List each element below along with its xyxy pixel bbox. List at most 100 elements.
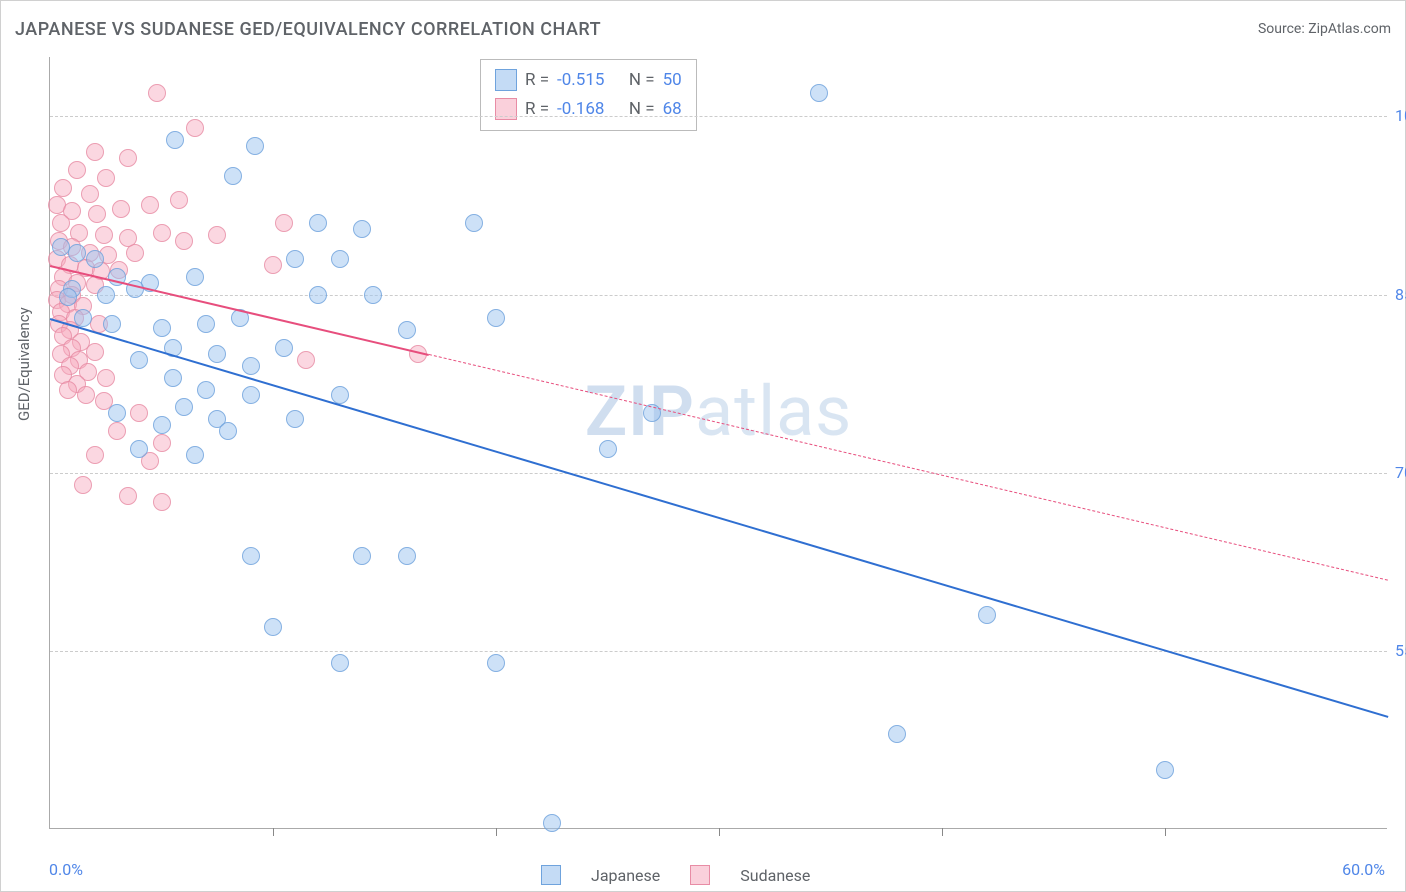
data-point-japanese xyxy=(599,440,617,458)
data-point-japanese xyxy=(197,315,215,333)
watermark-bold: ZIP xyxy=(585,371,695,453)
swatch-japanese xyxy=(541,865,561,885)
chart-title: JAPANESE VS SUDANESE GED/EQUIVALENCY COR… xyxy=(15,19,601,40)
data-point-sudanese xyxy=(77,386,95,404)
gridline-h xyxy=(50,651,1387,652)
data-point-sudanese xyxy=(208,226,226,244)
data-point-japanese xyxy=(86,250,104,268)
data-point-japanese xyxy=(166,131,184,149)
x-tick xyxy=(273,828,274,836)
data-point-sudanese xyxy=(126,244,144,262)
series-legend: Japanese Sudanese xyxy=(541,865,810,885)
data-point-japanese xyxy=(242,547,260,565)
data-point-japanese xyxy=(164,369,182,387)
data-point-japanese xyxy=(309,286,327,304)
data-point-sudanese xyxy=(153,224,171,242)
r-label: R = xyxy=(525,95,549,124)
data-point-sudanese xyxy=(68,161,86,179)
x-tick xyxy=(942,828,943,836)
data-point-sudanese xyxy=(97,169,115,187)
data-point-japanese xyxy=(74,309,92,327)
y-tick-label: 85.0% xyxy=(1395,285,1406,304)
gridline-h xyxy=(50,473,1387,474)
swatch-sudanese xyxy=(690,865,710,885)
data-point-japanese xyxy=(286,410,304,428)
data-point-sudanese xyxy=(275,214,293,232)
data-point-japanese xyxy=(224,167,242,185)
data-point-sudanese xyxy=(119,487,137,505)
n-value-sudanese: 68 xyxy=(663,95,682,124)
gridline-h xyxy=(50,295,1387,296)
x-axis-min-label: 0.0% xyxy=(49,860,83,879)
data-point-japanese xyxy=(68,244,86,262)
data-point-japanese xyxy=(810,84,828,102)
r-value-japanese: -0.515 xyxy=(557,66,604,95)
data-point-japanese xyxy=(175,398,193,416)
data-point-japanese xyxy=(353,220,371,238)
data-point-japanese xyxy=(186,268,204,286)
data-point-japanese xyxy=(353,547,371,565)
data-point-japanese xyxy=(208,345,226,363)
plot-area: ZIPatlas R = -0.515 N = 50 R = -0.168 N … xyxy=(49,57,1387,829)
data-point-japanese xyxy=(186,446,204,464)
data-point-japanese xyxy=(275,339,293,357)
data-point-sudanese xyxy=(86,343,104,361)
trendline-sudanese-extrapolated xyxy=(429,354,1388,581)
data-point-japanese xyxy=(487,654,505,672)
r-label: R = xyxy=(525,66,549,95)
source-link[interactable]: ZipAtlas.com xyxy=(1308,21,1391,37)
data-point-sudanese xyxy=(119,149,137,167)
data-point-japanese xyxy=(331,250,349,268)
n-label: N = xyxy=(629,95,655,124)
data-point-sudanese xyxy=(112,200,130,218)
data-point-sudanese xyxy=(153,434,171,452)
data-point-sudanese xyxy=(59,381,77,399)
stats-legend-box: R = -0.515 N = 50 R = -0.168 N = 68 xyxy=(480,59,697,131)
x-tick xyxy=(496,828,497,836)
data-point-japanese xyxy=(242,386,260,404)
data-point-sudanese xyxy=(175,232,193,250)
y-tick-label: 55.0% xyxy=(1395,641,1406,660)
data-point-sudanese xyxy=(108,422,126,440)
gridline-h xyxy=(50,116,1387,117)
legend-row-japanese: R = -0.515 N = 50 xyxy=(495,66,682,95)
data-point-japanese xyxy=(978,606,996,624)
data-point-japanese xyxy=(59,288,77,306)
data-point-japanese xyxy=(219,422,237,440)
source-label: Source: xyxy=(1258,21,1308,37)
data-point-sudanese xyxy=(74,476,92,494)
data-point-sudanese xyxy=(52,214,70,232)
data-point-sudanese xyxy=(86,143,104,161)
n-value-japanese: 50 xyxy=(663,66,682,95)
data-point-sudanese xyxy=(153,493,171,511)
y-tick-label: 100.0% xyxy=(1395,106,1406,125)
data-point-japanese xyxy=(108,404,126,422)
legend-label-sudanese: Sudanese xyxy=(740,866,810,885)
data-point-sudanese xyxy=(170,191,188,209)
data-point-japanese xyxy=(398,547,416,565)
swatch-japanese xyxy=(495,69,517,91)
x-tick xyxy=(719,828,720,836)
data-point-sudanese xyxy=(264,256,282,274)
chart-container: JAPANESE VS SUDANESE GED/EQUIVALENCY COR… xyxy=(0,0,1406,892)
data-point-japanese xyxy=(364,286,382,304)
y-tick-label: 70.0% xyxy=(1395,463,1406,482)
data-point-sudanese xyxy=(297,351,315,369)
data-point-japanese xyxy=(153,416,171,434)
data-point-sudanese xyxy=(95,226,113,244)
data-point-japanese xyxy=(246,137,264,155)
data-point-japanese xyxy=(197,381,215,399)
data-point-japanese xyxy=(130,351,148,369)
data-point-japanese xyxy=(398,321,416,339)
data-point-sudanese xyxy=(86,446,104,464)
data-point-japanese xyxy=(103,315,121,333)
trendline-japanese xyxy=(50,318,1389,718)
data-point-japanese xyxy=(264,618,282,636)
data-point-sudanese xyxy=(81,185,99,203)
watermark-rest: atlas xyxy=(695,371,852,453)
y-axis-label: GED/Equivalency xyxy=(15,307,33,421)
data-point-japanese xyxy=(97,286,115,304)
data-point-japanese xyxy=(130,440,148,458)
data-point-japanese xyxy=(888,725,906,743)
data-point-japanese xyxy=(543,814,561,832)
